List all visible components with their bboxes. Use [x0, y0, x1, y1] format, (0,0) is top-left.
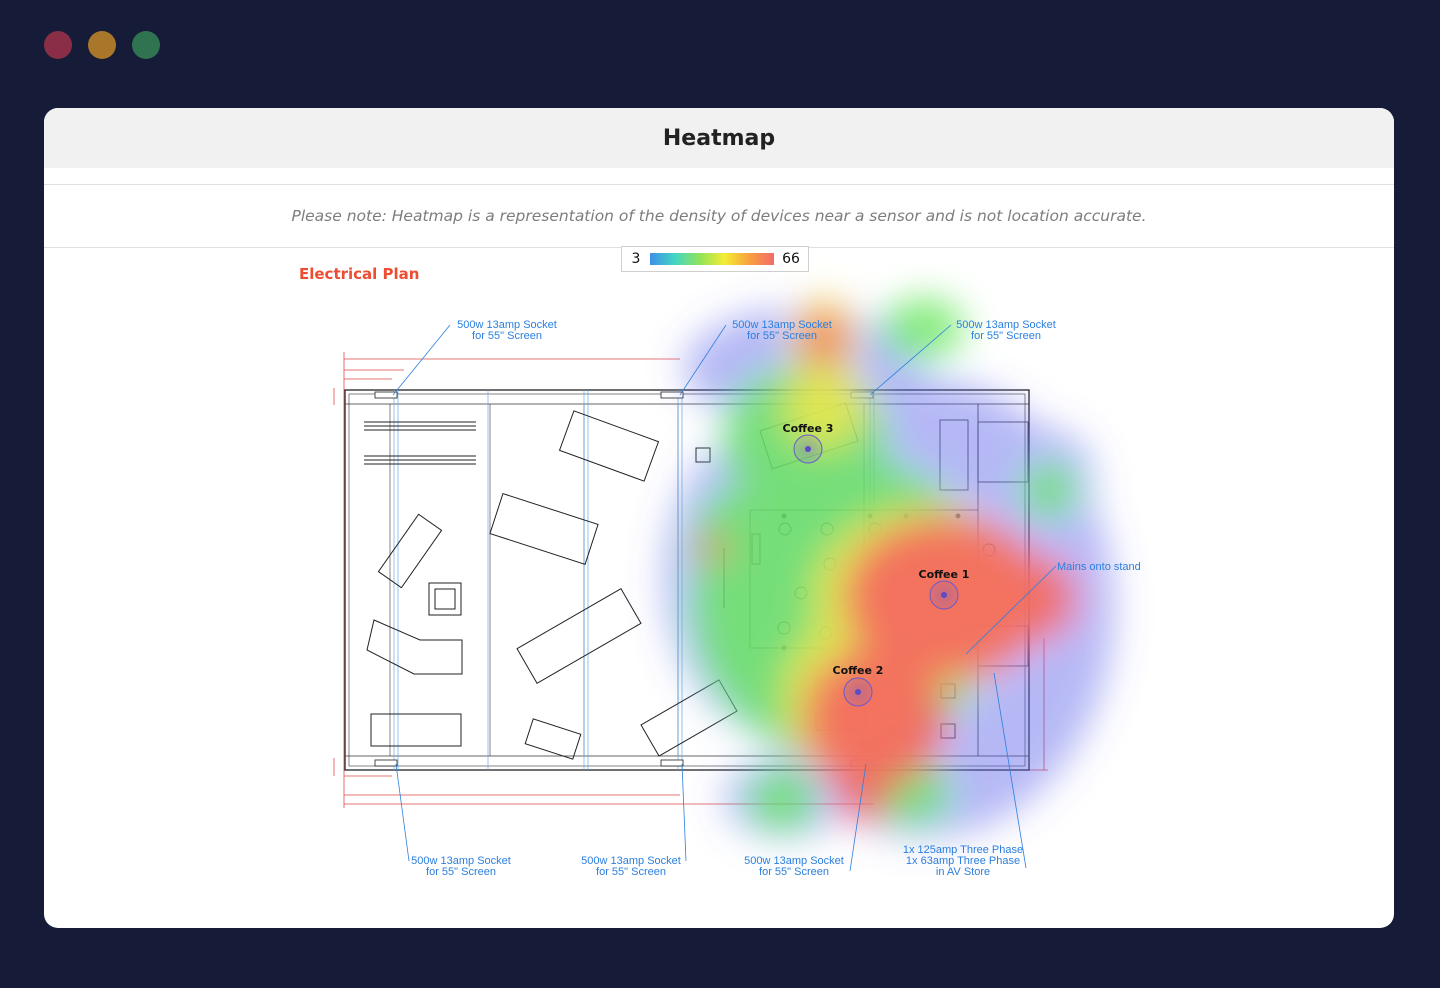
- power-annotation-line3: in AV Store: [936, 866, 990, 878]
- heatmap-panel: Heatmap Please note: Heatmap is a repres…: [44, 108, 1394, 928]
- socket-annotation-top-center-line1: 500w 13amp Socket: [732, 319, 832, 331]
- page-title: Heatmap: [662, 125, 776, 151]
- sensor-center-dot: [855, 689, 861, 695]
- socket-annotation-bottom-center-line1: 500w 13amp Socket: [581, 855, 681, 867]
- disclaimer-note: Please note: Heatmap is a representation…: [44, 185, 1394, 248]
- panel-header: Heatmap: [44, 108, 1394, 168]
- socket-annotation-bottom-right-line1: 500w 13amp Socket: [744, 855, 844, 867]
- heatmap-legend: 3 66: [621, 246, 809, 272]
- sensor-label: Coffee 1: [919, 568, 970, 581]
- header-divider: [44, 168, 1394, 185]
- sensor-center-dot: [941, 592, 947, 598]
- annotations: 500w 13amp Socket for 55" Screen 500w 13…: [411, 319, 1141, 878]
- socket-annotation-top-left-line2: for 55" Screen: [472, 330, 542, 342]
- socket-annotation-bottom-center-line2: for 55" Screen: [596, 866, 666, 878]
- floor-plan[interactable]: Electrical Plan: [44, 248, 1394, 928]
- sensor-label: Coffee 2: [833, 664, 884, 677]
- disclaimer-text: Please note: Heatmap is a representation…: [291, 207, 1147, 225]
- legend-max-value: 66: [782, 251, 800, 267]
- power-annotation-line2: 1x 63amp Three Phase: [906, 855, 1020, 867]
- sensor-label: Coffee 3: [783, 422, 834, 435]
- socket-annotation-bottom-left-line1: 500w 13amp Socket: [411, 855, 511, 867]
- sensor-center-dot: [805, 446, 811, 452]
- socket-annotation-top-right-line1: 500w 13amp Socket: [956, 319, 1056, 331]
- sensor-coffee-2[interactable]: Coffee 2: [833, 664, 884, 707]
- heatmap-layer: [664, 298, 1114, 838]
- socket-annotation-top-right-line2: for 55" Screen: [971, 330, 1041, 342]
- annotation-leaders: [392, 324, 1057, 872]
- socket-annotation-top-left-line1: 500w 13amp Socket: [457, 319, 557, 331]
- sensor-coffee-3[interactable]: Coffee 3: [783, 422, 834, 464]
- socket-annotation-top-center-line2: for 55" Screen: [747, 330, 817, 342]
- mains-annotation: Mains onto stand: [1057, 561, 1141, 573]
- legend-gradient-bar: [650, 253, 774, 265]
- socket-annotation-bottom-left-line2: for 55" Screen: [426, 866, 496, 878]
- window-minimize-button[interactable]: [88, 31, 116, 59]
- window-maximize-button[interactable]: [132, 31, 160, 59]
- window-close-button[interactable]: [44, 31, 72, 59]
- plan-title: Electrical Plan: [299, 265, 419, 283]
- socket-annotation-bottom-right-line2: for 55" Screen: [759, 866, 829, 878]
- legend-min-value: 3: [631, 251, 641, 267]
- power-annotation-line1: 1x 125amp Three Phase: [903, 844, 1023, 856]
- sensor-coffee-1[interactable]: Coffee 1: [919, 568, 970, 610]
